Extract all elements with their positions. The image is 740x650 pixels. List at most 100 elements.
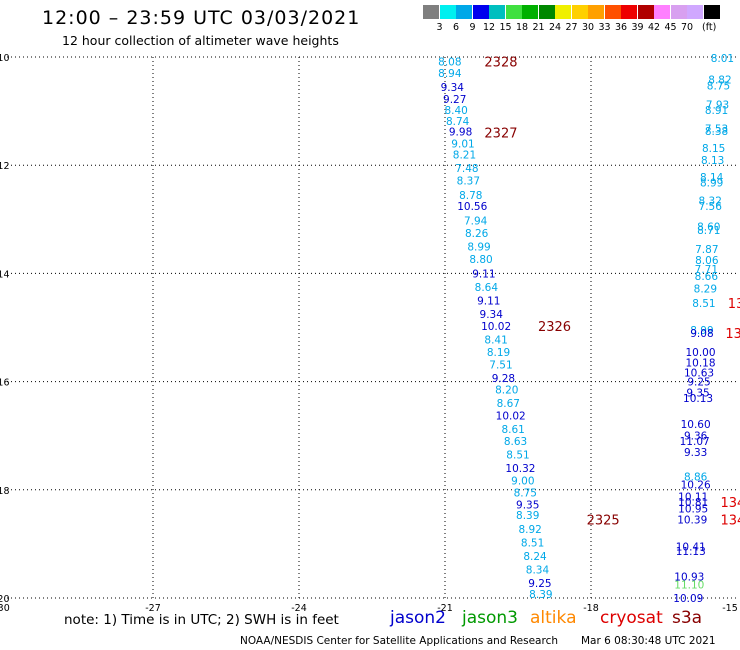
- colorbar-swatch: [456, 5, 472, 19]
- y-tick-label: -10: [0, 53, 10, 64]
- wave-height-value: 7.93: [706, 100, 729, 112]
- wave-height-value: 8.78: [459, 190, 482, 202]
- colorbar-tick: 6: [452, 22, 460, 33]
- wave-height-value: 10.60: [681, 419, 711, 431]
- wave-height-value: 8.99: [690, 325, 713, 337]
- pass-number-label: 1339: [725, 327, 740, 342]
- wave-height-value: 8.40: [444, 105, 467, 117]
- wave-height-value: 9.08: [690, 328, 713, 340]
- wave-height-value: 8.75: [514, 488, 537, 500]
- wave-height-value: 10.93: [674, 571, 704, 583]
- wave-height-value: 10.11: [678, 491, 708, 503]
- colorbar-swatch: [604, 5, 621, 19]
- x-tick-label: -27: [145, 603, 161, 614]
- colorbar-swatch: [588, 5, 604, 19]
- wave-height-value: 8.14: [700, 172, 724, 184]
- wave-height-value: 8.08: [438, 56, 461, 68]
- wave-height-value: 9.34: [441, 82, 465, 94]
- wave-height-value: 8.34: [526, 564, 550, 576]
- wave-height-value: 8.39: [529, 589, 552, 601]
- colorbar-tick: 36: [614, 22, 628, 33]
- note-text: note: 1) Time is in UTC; 2) SWH is in fe…: [64, 612, 339, 628]
- pass-number-label: 2328: [484, 55, 517, 70]
- pass-number-label: 1340: [720, 514, 740, 529]
- wave-height-value: 8.41: [484, 334, 507, 346]
- wave-height-value: 7.56: [699, 201, 723, 213]
- colorbar-swatch: [571, 5, 588, 19]
- wave-height-value: 10.02: [481, 321, 511, 333]
- colorbar-swatch: [489, 5, 505, 19]
- wave-height-value: 8.51: [506, 450, 529, 462]
- y-tick-label: -20: [0, 594, 10, 605]
- colorbar-units: (ft): [702, 22, 717, 33]
- wave-height-value: 8.94: [438, 68, 462, 80]
- colorbar-tick: 33: [598, 22, 611, 33]
- wave-height-value: 8.26: [465, 228, 489, 240]
- colorbar-tick: 3: [436, 22, 443, 33]
- wave-height-value: 10.81: [678, 497, 708, 509]
- colorbar-tick: 70: [680, 22, 694, 33]
- wave-height-value: 10.18: [685, 358, 715, 370]
- wave-height-value: 10.41: [676, 542, 706, 554]
- wave-height-value: 8.20: [495, 385, 518, 397]
- colorbar-tick: 18: [515, 22, 529, 33]
- colorbar-swatch: [522, 5, 538, 19]
- wave-height-value: 10.26: [681, 479, 711, 491]
- wave-height-value: 9.27: [443, 94, 466, 106]
- wave-height-value: 8.63: [504, 436, 527, 448]
- wave-height-value: 9.28: [492, 373, 515, 385]
- wave-height-value: 8.99: [467, 241, 490, 253]
- wave-height-value: 7.87: [695, 244, 718, 256]
- pass-number-label: 1340: [720, 496, 740, 511]
- wave-height-value: 9.25: [528, 578, 551, 590]
- wave-height-value: 8.37: [457, 175, 480, 187]
- satellite-legend-jason2: jason2: [390, 608, 446, 628]
- footer-timestamp: Mar 6 08:30:48 UTC 2021: [581, 635, 716, 647]
- y-tick-label: -18: [0, 486, 10, 497]
- satellite-legend-s3a: s3a: [672, 608, 703, 628]
- wave-height-value: 10.02: [496, 411, 526, 423]
- wave-height-value: 10.09: [673, 593, 703, 605]
- wave-height-value: 8.66: [695, 271, 719, 283]
- wave-height-value: 10.00: [685, 347, 715, 359]
- colorbar-swatch: [703, 5, 720, 19]
- y-tick-label: -12: [0, 161, 10, 172]
- y-tick-label: -14: [0, 269, 10, 280]
- wave-height-value: 7.51: [489, 359, 512, 371]
- satellite-legend-altika: altika: [530, 608, 577, 628]
- colorbar-tick: 9: [469, 22, 476, 33]
- wave-height-value: 8.24: [523, 551, 547, 563]
- wave-height-value: 7.94: [464, 215, 488, 227]
- wave-height-value: 9.25: [687, 377, 710, 389]
- colorbar-tick: 45: [664, 22, 677, 33]
- wave-height-value: 8.64: [475, 282, 499, 294]
- colorbar-swatch: [621, 5, 637, 19]
- satellite-legend-cryosat: cryosat: [600, 608, 663, 628]
- wave-height-value: 8.67: [497, 398, 520, 410]
- wave-height-value: 8.71: [697, 225, 720, 237]
- wave-height-value: 8.75: [707, 81, 730, 93]
- wave-height-value: 8.06: [695, 255, 719, 267]
- pass-number-label: 2325: [587, 514, 620, 529]
- wave-height-value: 8.29: [694, 284, 717, 296]
- wave-height-value: 9.35: [686, 387, 709, 399]
- wave-height-value: 8.61: [501, 424, 524, 436]
- colorbar-tick: 15: [499, 22, 512, 33]
- page-title: 12:00 – 23:59 UTC 03/03/2021: [42, 7, 361, 29]
- wave-height-value: 11.13: [676, 546, 706, 558]
- colorbar-tick: 12: [482, 22, 496, 33]
- pass-number-label: 1339: [728, 297, 740, 312]
- colorbar-swatch: [637, 5, 654, 19]
- wave-height-value: 9.33: [684, 447, 707, 459]
- wave-height-value: 9.36: [684, 431, 708, 443]
- wave-height-value: 9.35: [516, 499, 539, 511]
- wave-height-value: 9.01: [451, 139, 474, 151]
- colorbar-tick: 30: [581, 22, 595, 33]
- footer-credit: NOAA/NESDIS Center for Satellite Applica…: [240, 635, 558, 647]
- wave-height-value: 8.21: [453, 149, 476, 161]
- x-tick-label: -24: [291, 603, 307, 614]
- colorbar-swatch: [505, 5, 522, 19]
- x-tick-label: -18: [583, 603, 599, 614]
- wave-height-value: 10.56: [457, 201, 487, 213]
